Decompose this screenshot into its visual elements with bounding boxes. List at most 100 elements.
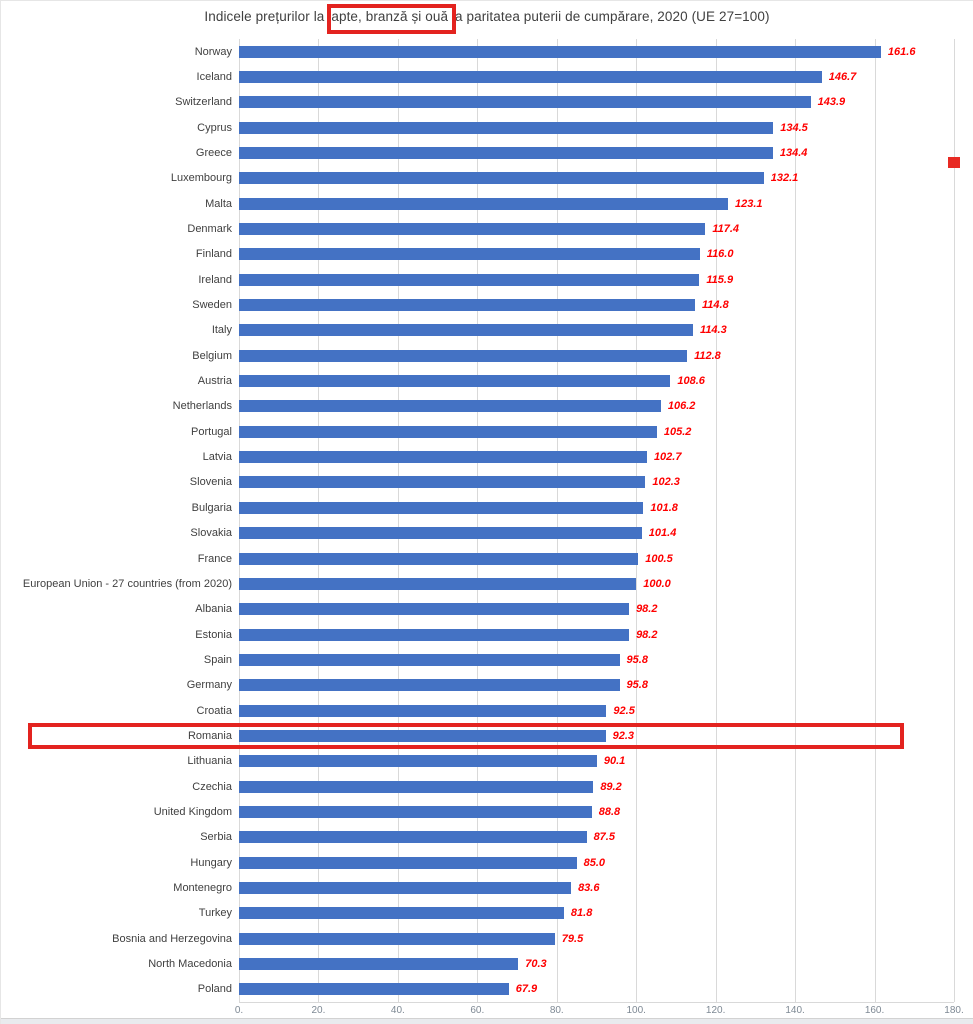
category-label: Serbia (200, 831, 232, 844)
bar-greece[interactable] (239, 147, 773, 160)
value-label: 101.4 (648, 527, 677, 540)
bar-sweden[interactable] (239, 299, 695, 312)
bar-cyprus[interactable] (239, 121, 774, 134)
bar-croatia[interactable] (239, 704, 607, 717)
x-tick-label: 60. (470, 1005, 485, 1016)
bar-united-kingdom[interactable] (239, 805, 592, 818)
bar-latvia[interactable] (239, 451, 647, 464)
bar-finland[interactable] (239, 248, 700, 261)
value-label: 100.0 (643, 577, 671, 590)
bar-montenegro[interactable] (239, 881, 572, 894)
category-label: Poland (197, 983, 232, 996)
bar-estonia[interactable] (239, 628, 630, 641)
value-label: 90.1 (603, 755, 626, 768)
x-tick-label: 100. (626, 1005, 646, 1016)
bar-netherlands[interactable] (239, 400, 661, 413)
value-label: 146.7 (828, 71, 857, 83)
category-label: Bulgaria (191, 501, 232, 514)
bar-serbia[interactable] (239, 831, 587, 844)
category-label: North Macedonia (148, 957, 232, 970)
value-label: 115.9 (706, 273, 734, 286)
bar-romania[interactable] (239, 729, 606, 742)
bar-austria[interactable] (239, 375, 671, 388)
bar-bosnia-and-herzegovina[interactable] (239, 932, 555, 945)
category-label: Luxembourg (170, 172, 232, 185)
category-label: Sweden (192, 299, 232, 312)
category-label: Albania (195, 603, 232, 616)
category-label: Estonia (195, 628, 232, 641)
x-tick-label: 40. (390, 1005, 405, 1016)
category-label: Spain (203, 653, 232, 666)
gridline (556, 39, 558, 1002)
bar-iceland[interactable] (239, 71, 822, 83)
value-label: 67.9 (515, 983, 538, 996)
value-label: 101.8 (650, 501, 678, 514)
chart-title: Indicele prețurilor la lapte, branză și … (204, 9, 770, 24)
value-label: 87.5 (593, 831, 615, 844)
category-label: Switzerland (175, 96, 232, 109)
bar-spain[interactable] (239, 653, 620, 666)
bar-czechia[interactable] (239, 780, 594, 793)
bar-portugal[interactable] (239, 425, 657, 438)
bar-bulgaria[interactable] (239, 501, 644, 514)
value-label: 79.5 (561, 932, 584, 945)
value-label: 116.0 (706, 248, 734, 261)
category-label: Iceland (196, 71, 232, 83)
category-label: Ireland (198, 273, 232, 286)
bar-france[interactable] (239, 552, 639, 565)
bar-switzerland[interactable] (239, 96, 811, 109)
bar-ireland[interactable] (239, 273, 700, 286)
bar-lithuania[interactable] (239, 755, 597, 768)
gridline (477, 39, 479, 1002)
bar-north-macedonia[interactable] (239, 957, 519, 970)
bar-italy[interactable] (239, 324, 694, 337)
bar-denmark[interactable] (239, 223, 706, 236)
category-label: Slovakia (190, 527, 232, 540)
bar-hungary[interactable] (239, 856, 577, 869)
value-label: 85.0 (583, 856, 606, 869)
value-label: 114.3 (700, 324, 727, 337)
bar-albania[interactable] (239, 603, 630, 616)
x-tick-label: 0. (234, 1005, 244, 1016)
value-label: 105.2 (663, 425, 692, 438)
category-label: Denmark (187, 223, 232, 236)
value-label: 89.2 (600, 780, 622, 793)
bar-belgium[interactable] (239, 349, 688, 362)
category-label: Latvia (202, 451, 232, 464)
x-tick-label: 180. (944, 1005, 964, 1016)
value-label: 92.5 (613, 704, 635, 717)
category-label: Norway (194, 45, 232, 58)
romania-highlight-box (28, 722, 904, 749)
bar-malta[interactable] (239, 197, 728, 210)
category-label: Belgium (192, 349, 232, 362)
bar-luxembourg[interactable] (239, 172, 764, 185)
gridline (795, 39, 797, 1002)
bar-norway[interactable] (239, 45, 881, 58)
bar-slovakia[interactable] (239, 527, 642, 540)
x-tick-label: 20. (311, 1005, 326, 1016)
value-label: 83.6 (578, 881, 600, 894)
gridline (318, 39, 320, 1002)
bar-turkey[interactable] (239, 907, 564, 920)
category-label: Montenegro (173, 881, 232, 894)
category-label: Netherlands (172, 400, 232, 413)
bar-poland[interactable] (239, 983, 509, 996)
category-label: Hungary (190, 856, 232, 869)
value-label: 161.6 (887, 45, 916, 58)
bar-slovenia[interactable] (239, 476, 646, 489)
value-label: 81.8 (570, 907, 593, 920)
category-label: Czechia (192, 780, 232, 793)
x-tick-label: 140. (785, 1005, 805, 1016)
category-label: Bosnia and Herzegovina (112, 932, 232, 945)
gridline (239, 39, 240, 1002)
category-label: Turkey (198, 907, 232, 920)
value-label: 132.1 (770, 172, 799, 185)
bar-european-union-27-countries-from-2020-[interactable] (239, 577, 637, 590)
x-axis-line (239, 1002, 954, 1003)
category-label: Greece (195, 147, 232, 160)
category-label: Finland (195, 248, 232, 261)
x-tick-label: 80. (549, 1005, 564, 1016)
bar-germany[interactable] (239, 679, 620, 692)
gridline (874, 39, 876, 1002)
value-label: 98.2 (636, 603, 658, 616)
